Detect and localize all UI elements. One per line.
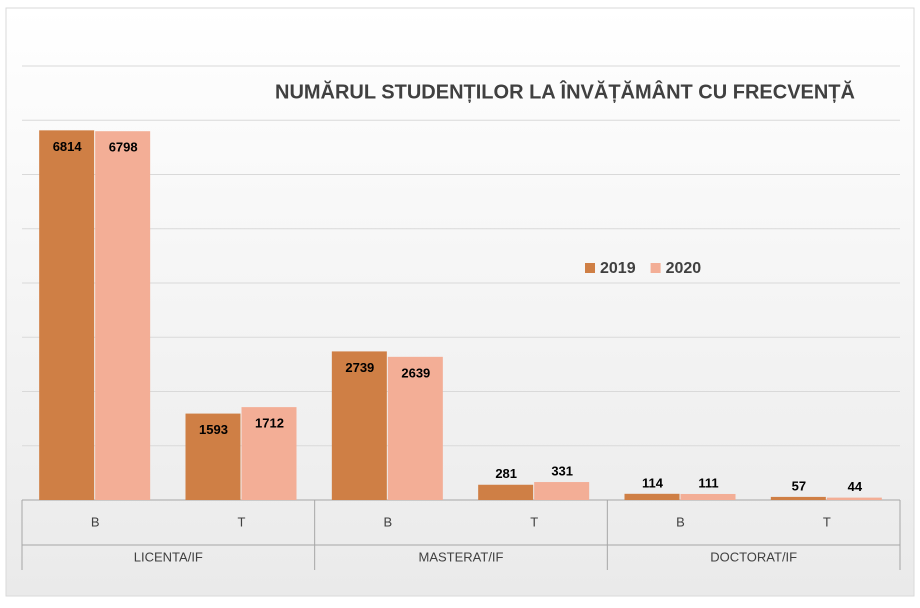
legend-swatch: [650, 263, 661, 273]
data-label: 6814: [53, 139, 83, 154]
data-label: 114: [642, 475, 664, 490]
bar: [624, 493, 680, 500]
data-label: 1593: [199, 422, 228, 437]
data-label: 6798: [109, 140, 138, 155]
bar: [95, 131, 151, 500]
x-tick-label: T: [238, 514, 246, 529]
bar: [770, 496, 826, 500]
bar: [185, 413, 241, 500]
x-tick-label: T: [530, 514, 538, 529]
chart-area: [5, 7, 915, 597]
legend-label: 2020: [666, 260, 702, 277]
bar: [680, 493, 736, 500]
data-label: 2739: [345, 360, 374, 375]
bar: [534, 482, 590, 500]
chart-title: NUMĂRUL STUDENȚILOR LA ÎNVĂȚĂMÂNT CU FRE…: [275, 79, 855, 103]
data-label: 331: [551, 463, 573, 478]
group-label: DOCTORAT/IF: [710, 549, 797, 564]
group-label: LICENTA/IF: [134, 549, 203, 564]
x-tick-label: T: [823, 514, 831, 529]
data-label: 44: [848, 479, 863, 494]
x-tick-label: B: [676, 514, 685, 529]
data-label: 111: [698, 475, 718, 490]
data-label: 281: [495, 466, 517, 481]
bar: [387, 356, 443, 500]
data-label: 1712: [255, 416, 284, 431]
bar: [241, 407, 297, 500]
data-label: 2639: [401, 365, 430, 380]
bar: [331, 351, 387, 500]
x-tick-label: B: [383, 514, 392, 529]
bar: [478, 484, 534, 500]
data-label: 57: [792, 478, 806, 493]
bar: [39, 130, 95, 500]
bar: [826, 497, 882, 500]
legend-swatch: [585, 263, 595, 273]
group-label: MASTERAT/IF: [419, 549, 504, 564]
x-tick-label: B: [91, 514, 100, 529]
legend-label: 2019: [600, 260, 636, 277]
